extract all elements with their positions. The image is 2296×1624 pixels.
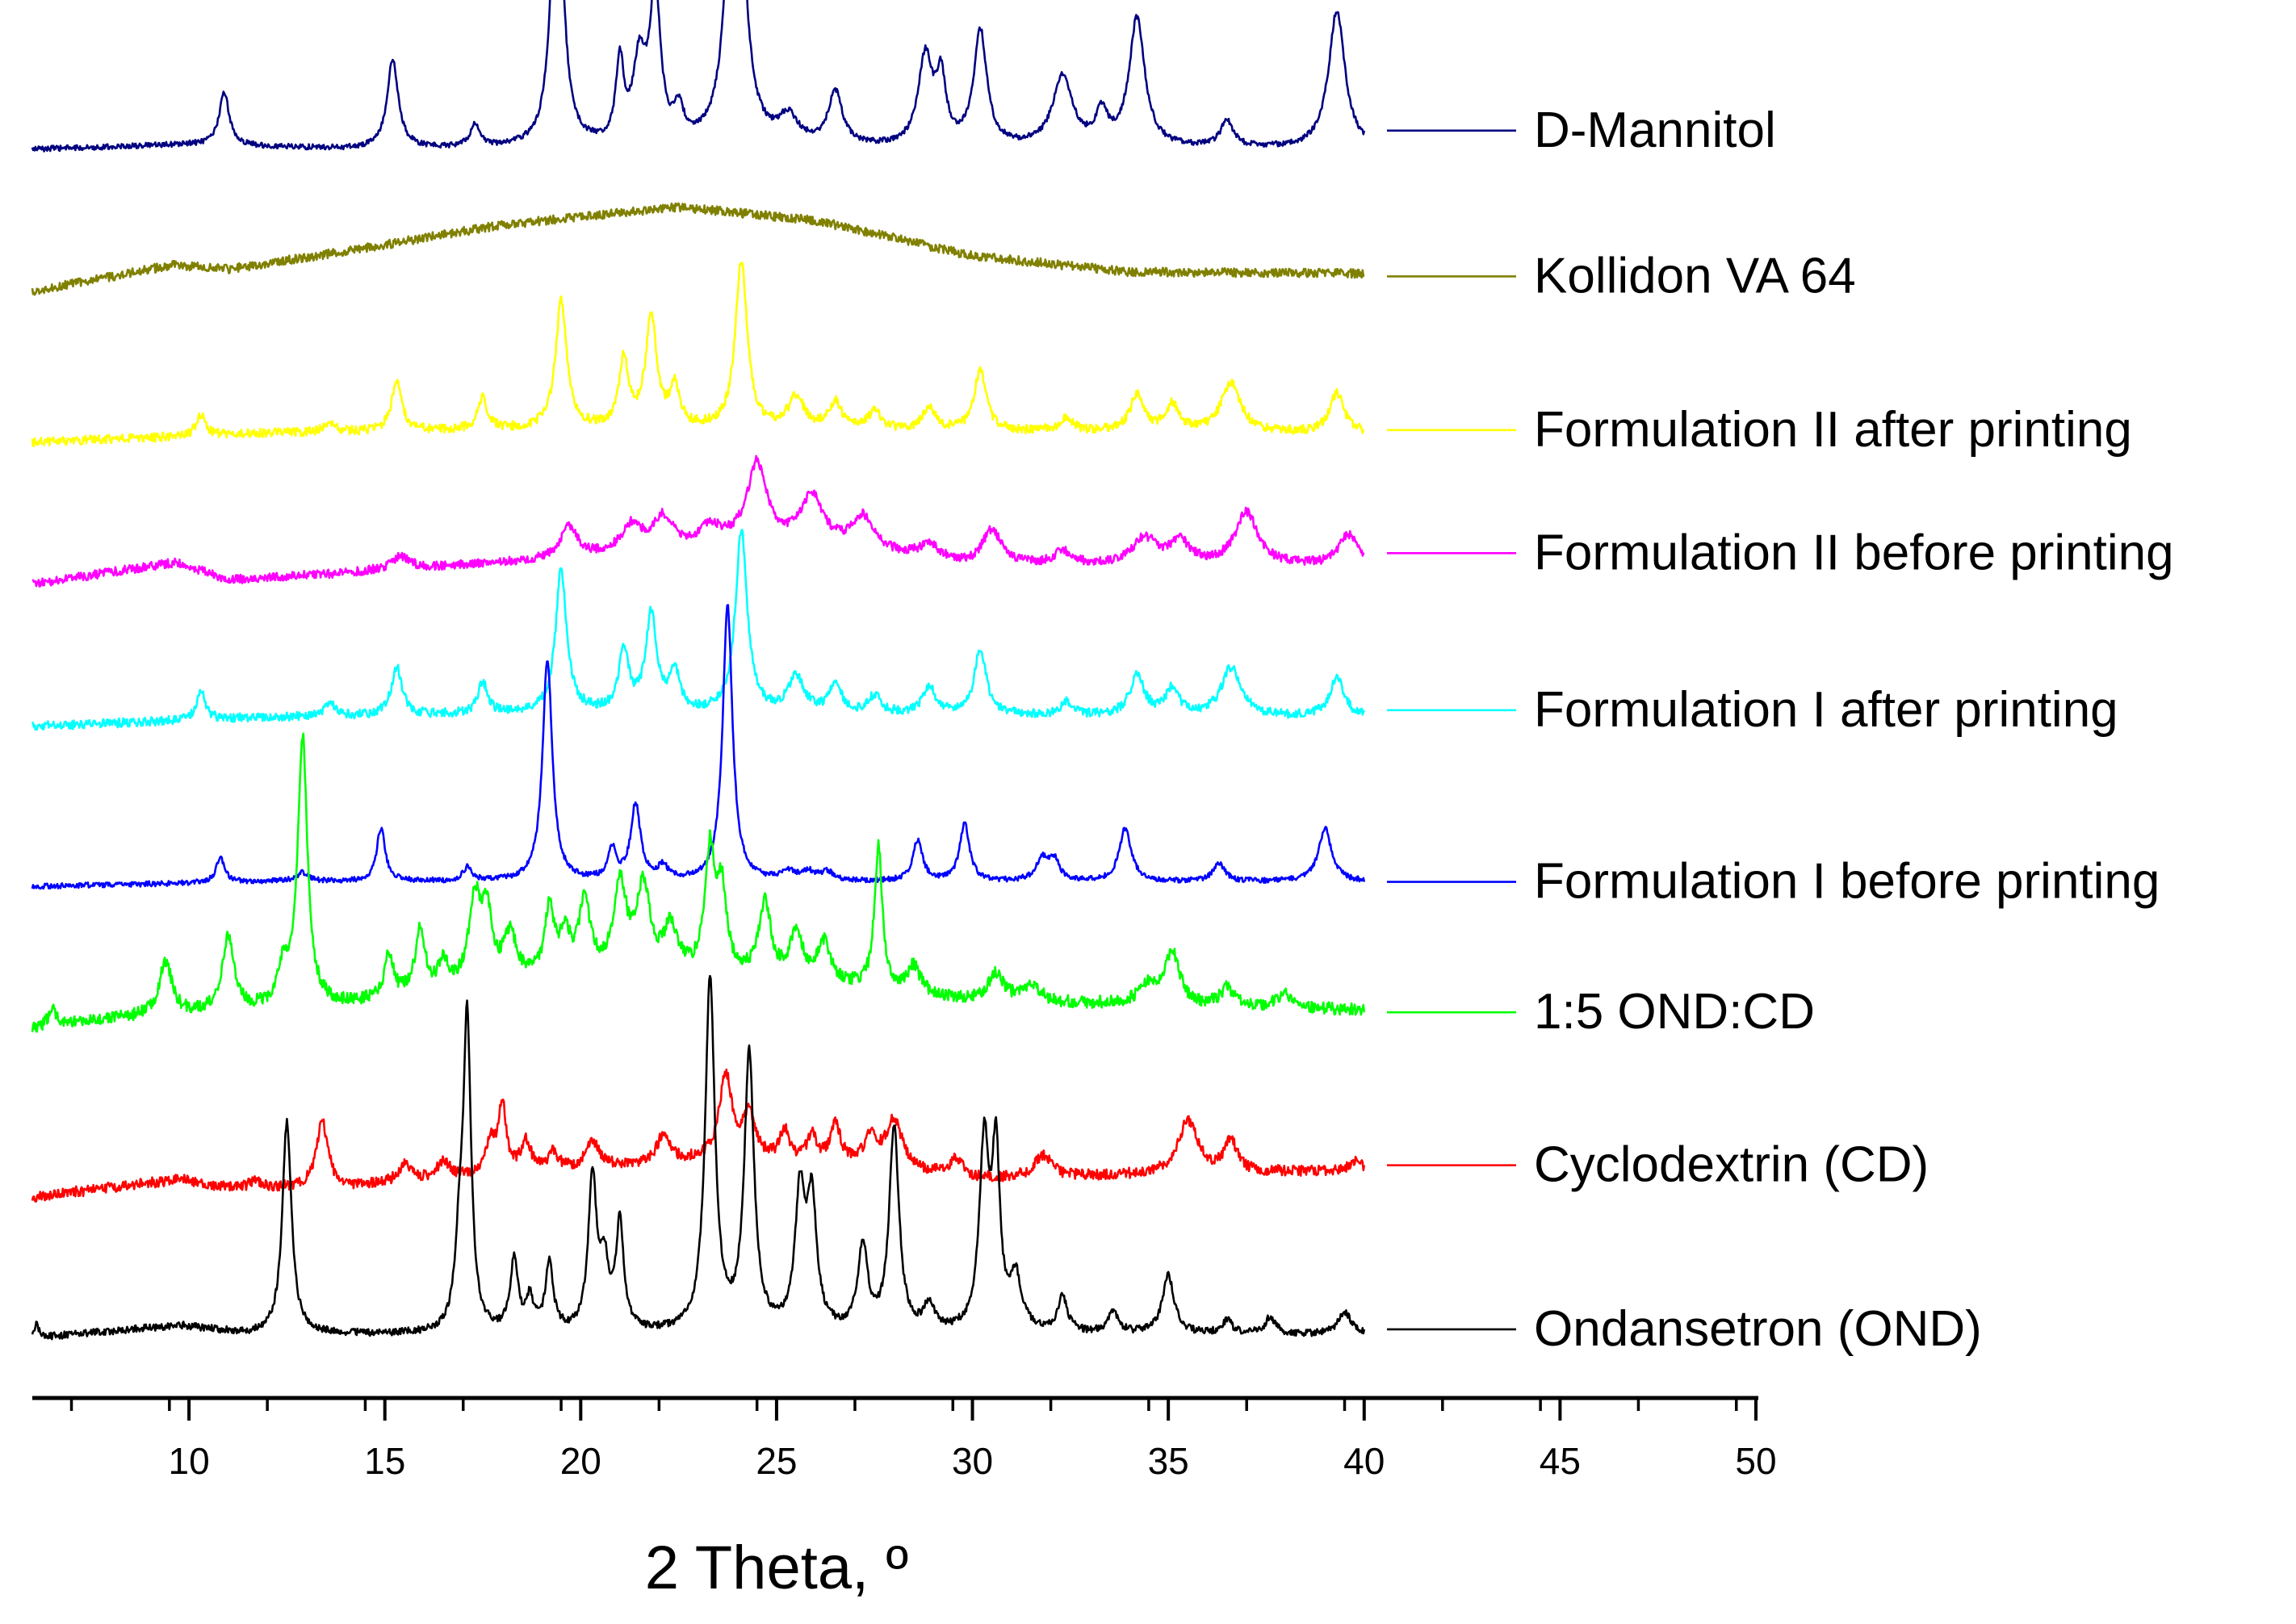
trace-d-mannitol — [31, 0, 1366, 153]
x-axis-ticks: 10 15 20 25 30 35 40 45 50 — [69, 1398, 1777, 1482]
x-tick-label: 10 — [169, 1440, 210, 1482]
x-axis: 10 15 20 25 30 35 40 45 50 — [32, 1396, 1777, 1482]
trace-cyclodextrin-cd — [31, 1068, 1366, 1203]
legend-label: 1:5 OND:CD — [1534, 984, 1815, 1040]
trace-formulation-ii-before-printing — [31, 454, 1365, 588]
trace-ondansetron-ond — [31, 974, 1366, 1341]
x-tick-label: 45 — [1540, 1440, 1581, 1482]
trace-formulation-i-after-printing — [31, 529, 1365, 731]
legend-label: Cyclodextrin (CD) — [1534, 1137, 1929, 1193]
legend-label: Formulation I before printing — [1534, 854, 2160, 910]
trace-1-5-ond-cd — [31, 732, 1366, 1033]
x-tick-label: 30 — [952, 1440, 993, 1482]
legend-label: D-Mannitol — [1534, 103, 1776, 158]
legend: D-Mannitol Kollidon VA 64 Formulation II a… — [1387, 103, 2174, 1357]
legend-label: Formulation II before printing — [1534, 525, 2174, 580]
x-tick-label: 50 — [1735, 1440, 1776, 1482]
legend-label: Kollidon VA 64 — [1534, 248, 1856, 303]
x-tick-label: 25 — [756, 1440, 797, 1482]
x-tick-label: 40 — [1343, 1440, 1385, 1482]
x-tick-label: 35 — [1148, 1440, 1189, 1482]
legend-label: Ondansetron (OND) — [1534, 1301, 1982, 1357]
legend-label: Formulation I after printing — [1534, 682, 2118, 738]
x-tick-label: 15 — [364, 1440, 405, 1482]
trace-formulation-ii-after-printing — [31, 262, 1365, 448]
x-tick-label: 20 — [560, 1440, 601, 1482]
data-traces — [31, 0, 1366, 1341]
trace-formulation-i-before-printing — [31, 604, 1366, 890]
trace-kollidon-va-64 — [31, 202, 1365, 296]
x-axis-title: 2 Theta, º — [645, 1534, 908, 1602]
legend-label: Formulation II after printing — [1534, 402, 2132, 458]
